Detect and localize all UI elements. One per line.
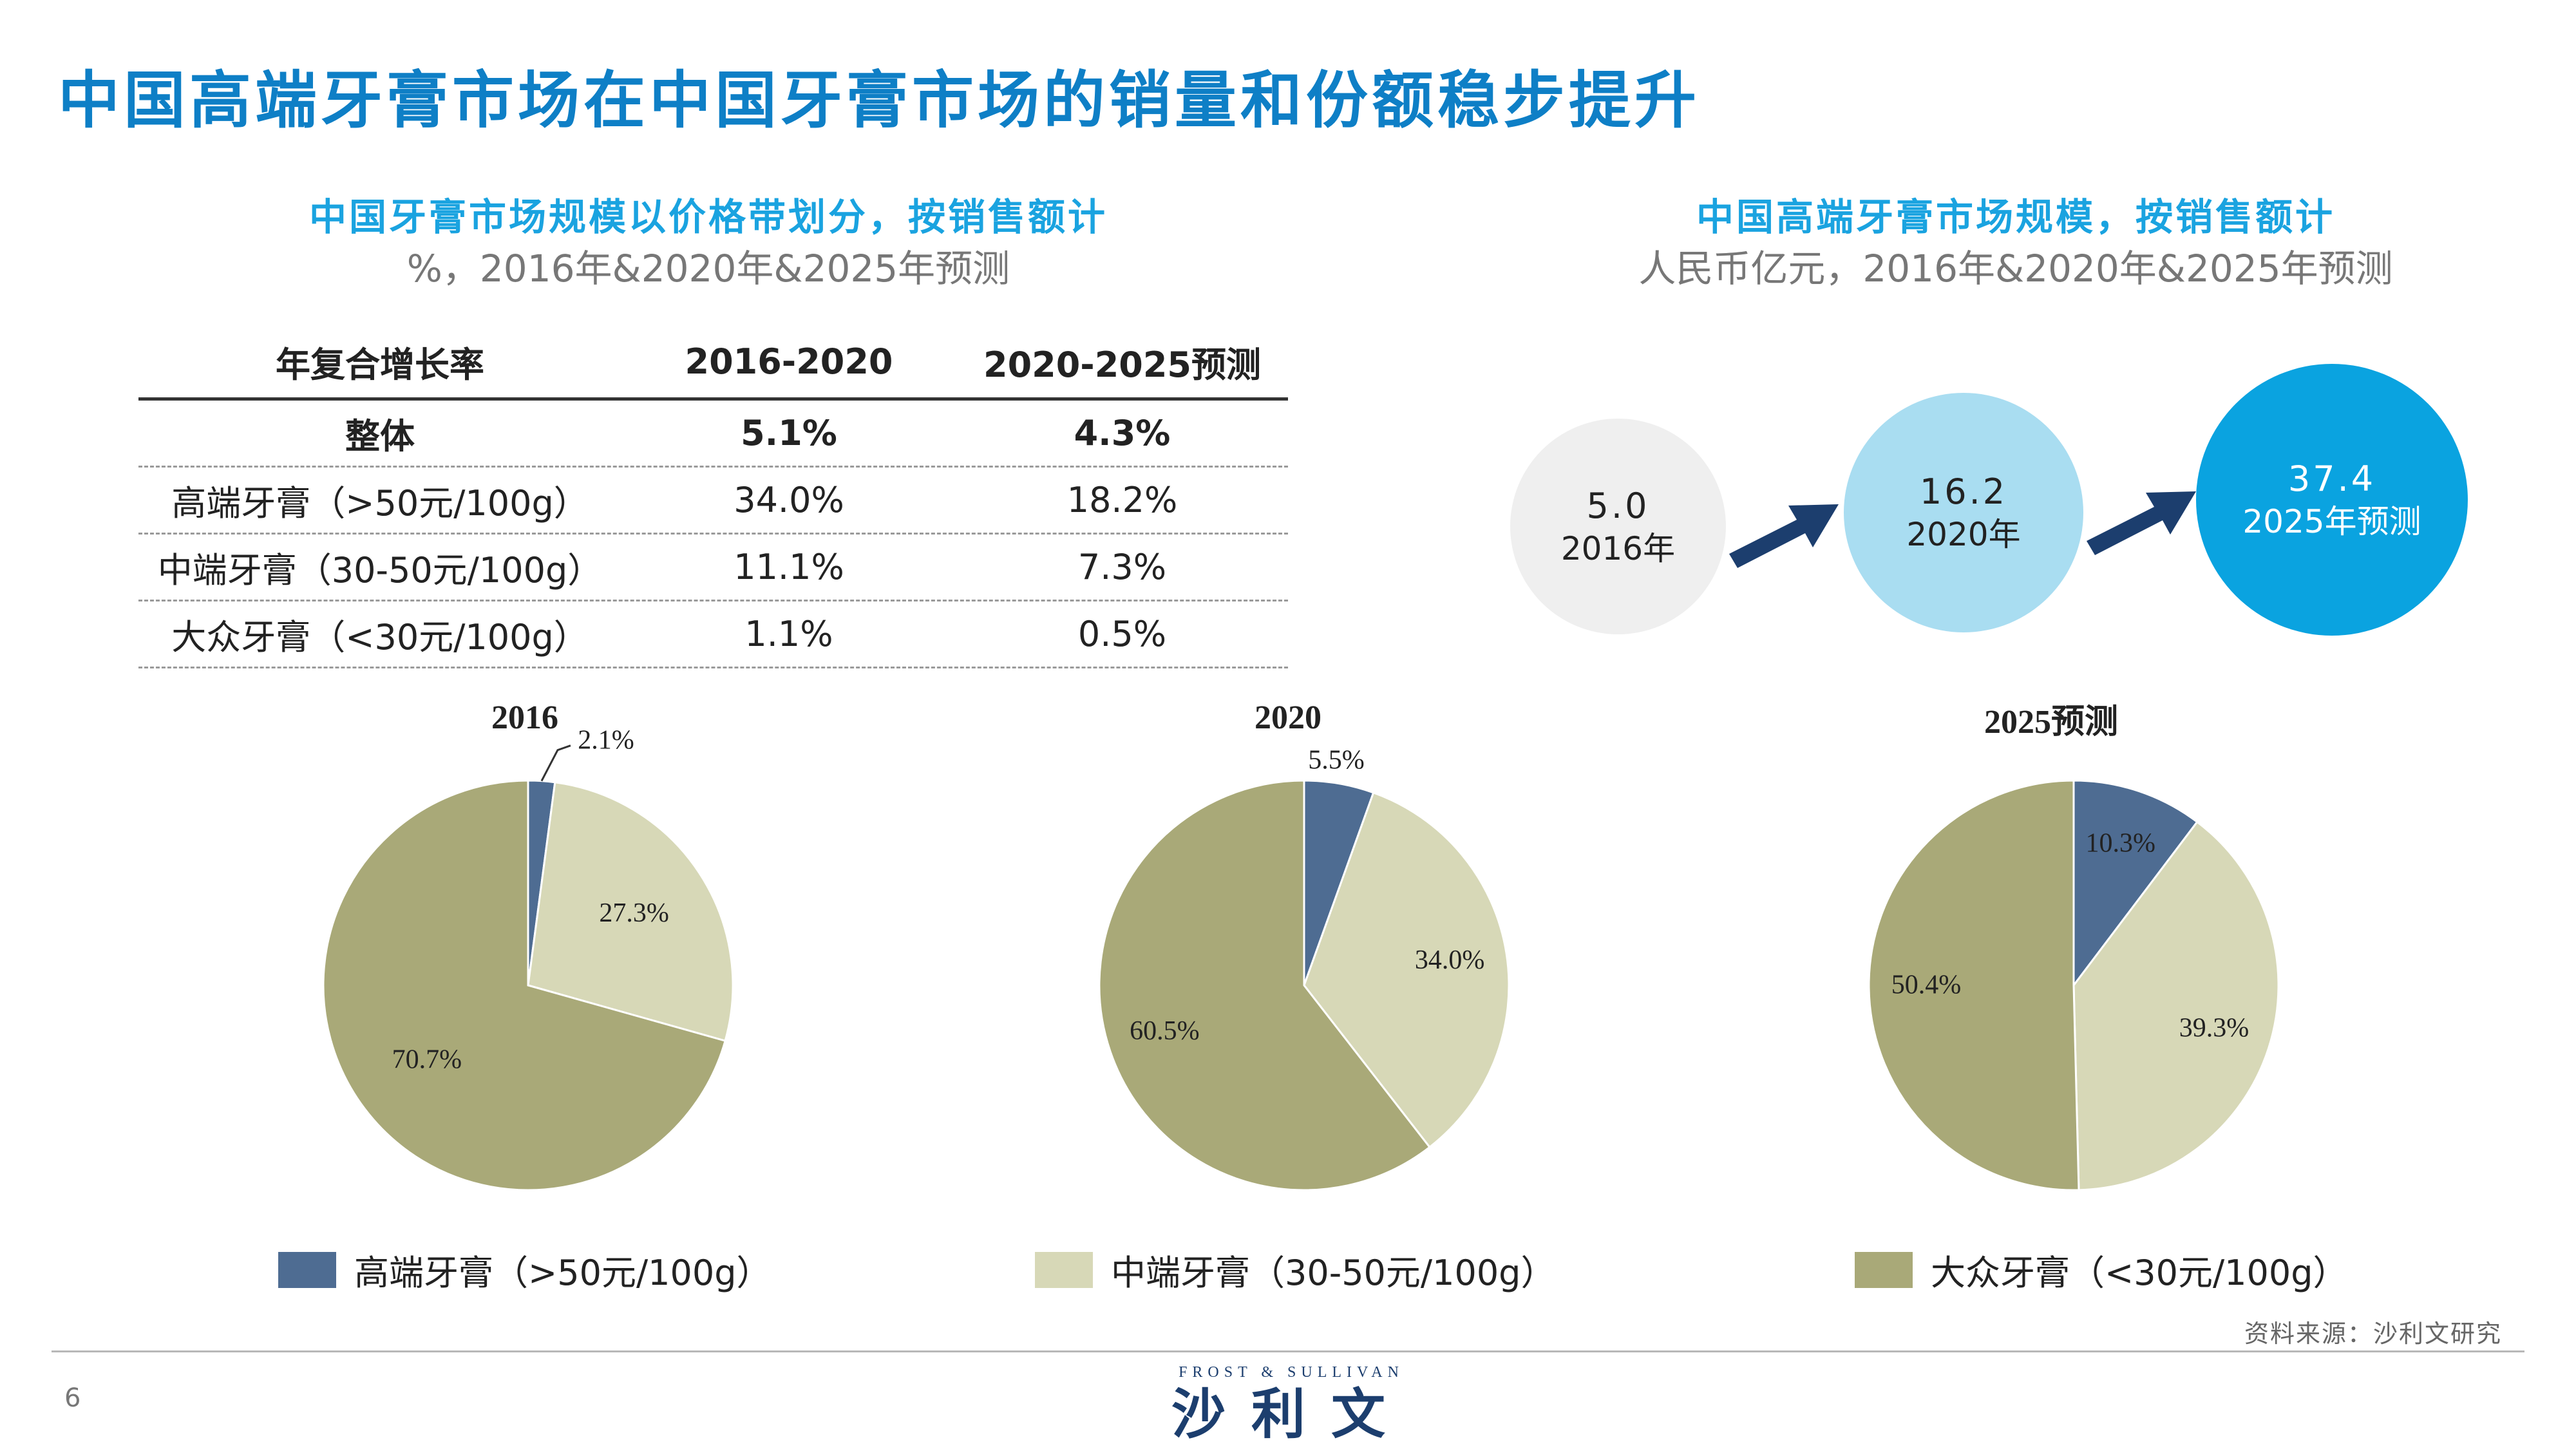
pie-chart-2025: 10.3% 39.3% 50.4%	[1868, 779, 2280, 1191]
table-header-cell: 2016-2020	[685, 341, 893, 382]
pie-slice-premium	[2072, 779, 2199, 989]
pie-slice-mid	[2072, 820, 2280, 1191]
market-size-bubble-2020: 16.2 2020年	[1844, 393, 2083, 632]
cagr-table: 年复合增长率 2016-2020 2020-2025预测 整体 5.1% 4.3…	[138, 325, 1288, 668]
pie-data-label: 2.1%	[578, 725, 634, 755]
pie-chart-2020: 5.5% 34.0% 60.5%	[1098, 746, 1510, 1191]
bubble-label: 2016年	[1560, 529, 1676, 567]
growth-arrow-icon	[2087, 491, 2196, 555]
pie-slice-mass	[322, 779, 726, 1191]
pie-data-label: 39.3%	[2179, 1014, 2249, 1043]
pie-data-label: 34.0%	[1415, 945, 1485, 975]
source-note: 资料来源：沙利文研究	[2244, 1320, 2502, 1348]
logo-english: FROST & SULLIVAN	[1179, 1364, 1404, 1381]
pie-slice-mass	[1868, 779, 2080, 1191]
legend-label: 中端牙膏（30-50元/100g）	[1111, 1253, 1556, 1293]
pie-slice-mass	[1098, 779, 1432, 1191]
table-cell: 整体	[345, 416, 415, 457]
pie-data-label: 5.5%	[1308, 746, 1365, 775]
pie-chart-2016: 2.1% 27.3% 70.7%	[322, 725, 734, 1191]
bubble-value: 16.2	[1919, 471, 2008, 512]
table-cell: 18.2%	[1066, 480, 1178, 520]
pie-leader-line	[540, 744, 571, 782]
table-cell: 5.1%	[741, 413, 837, 453]
legend-label: 高端牙膏（>50元/100g）	[354, 1253, 772, 1293]
page-title: 中国高端牙膏市场在中国牙膏市场的销量和份额稳步提升	[58, 64, 1700, 137]
pie-slice-mid	[1303, 791, 1510, 1149]
pie-data-label: 60.5%	[1130, 1016, 1200, 1046]
legend-label: 大众牙膏（<30元/100g）	[1931, 1253, 2348, 1293]
footer-divider	[52, 1350, 2524, 1352]
legend-swatch	[1855, 1251, 1913, 1288]
table-header-cell: 年复合增长率	[276, 344, 484, 385]
table-cell: 0.5%	[1077, 614, 1167, 654]
pie-data-label: 10.3%	[2086, 829, 2156, 858]
legend-item-mid: 中端牙膏（30-50元/100g）	[1035, 1244, 1555, 1295]
pie-data-label: 27.3%	[599, 898, 668, 928]
growth-arrow-icon	[1729, 504, 1839, 568]
table-row: 高端牙膏（>50元/100g） 34.0% 18.2%	[138, 468, 1288, 535]
bubble-value: 5.0	[1586, 485, 1650, 526]
pie-data-label: 70.7%	[392, 1045, 462, 1075]
pie-slice-mid	[527, 781, 734, 1043]
bubble-label: 2020年	[1906, 516, 2021, 553]
legend-swatch	[278, 1251, 336, 1288]
right-panel-unit: 人民币亿元，2016年&2020年&2025年预测	[1638, 247, 2393, 290]
table-cell: 1.1%	[744, 614, 833, 654]
table-cell: 11.1%	[734, 547, 844, 587]
table-header-cell: 2020-2025预测	[983, 344, 1261, 385]
pie-data-label: 50.4%	[1891, 971, 1962, 1000]
bubble-value: 37.4	[2287, 459, 2376, 499]
right-panel-title: 中国高端牙膏市场规模，按销售额计	[1696, 195, 2335, 239]
pie-title-2020: 2020	[1255, 699, 1321, 736]
table-cell: 大众牙膏（<30元/100g）	[171, 617, 589, 658]
table-cell: 34.0%	[734, 480, 844, 520]
market-size-bubble-2016: 5.0 2016年	[1510, 419, 1726, 634]
table-row: 整体 5.1% 4.3%	[138, 401, 1288, 468]
left-panel-unit: %，2016年&2020年&2025年预测	[406, 247, 1010, 290]
table-row: 大众牙膏（<30元/100g） 1.1% 0.5%	[138, 601, 1288, 668]
market-size-bubble-2025: 37.4 2025年预测	[2196, 364, 2468, 636]
legend-item-premium: 高端牙膏（>50元/100g）	[278, 1244, 772, 1295]
table-cell: 高端牙膏（>50元/100g）	[171, 483, 589, 524]
table-row: 中端牙膏（30-50元/100g） 11.1% 7.3%	[138, 535, 1288, 601]
left-panel-title: 中国牙膏市场规模以价格带划分，按销售额计	[308, 195, 1108, 239]
legend-item-mass: 大众牙膏（<30元/100g）	[1855, 1244, 2348, 1295]
page-number: 6	[64, 1383, 81, 1413]
table-cell: 4.3%	[1074, 413, 1171, 453]
bubble-label: 2025年预测	[2242, 503, 2421, 540]
pie-title-2025: 2025预测	[1984, 704, 2118, 741]
table-cell: 中端牙膏（30-50元/100g）	[157, 550, 603, 591]
table-cell: 7.3%	[1077, 547, 1167, 587]
logo-chinese: 沙利文	[1171, 1383, 1411, 1446]
legend-swatch	[1035, 1251, 1093, 1288]
table-header-row: 年复合增长率 2016-2020 2020-2025预测	[138, 325, 1288, 401]
pie-title-2016: 2016	[491, 699, 558, 736]
